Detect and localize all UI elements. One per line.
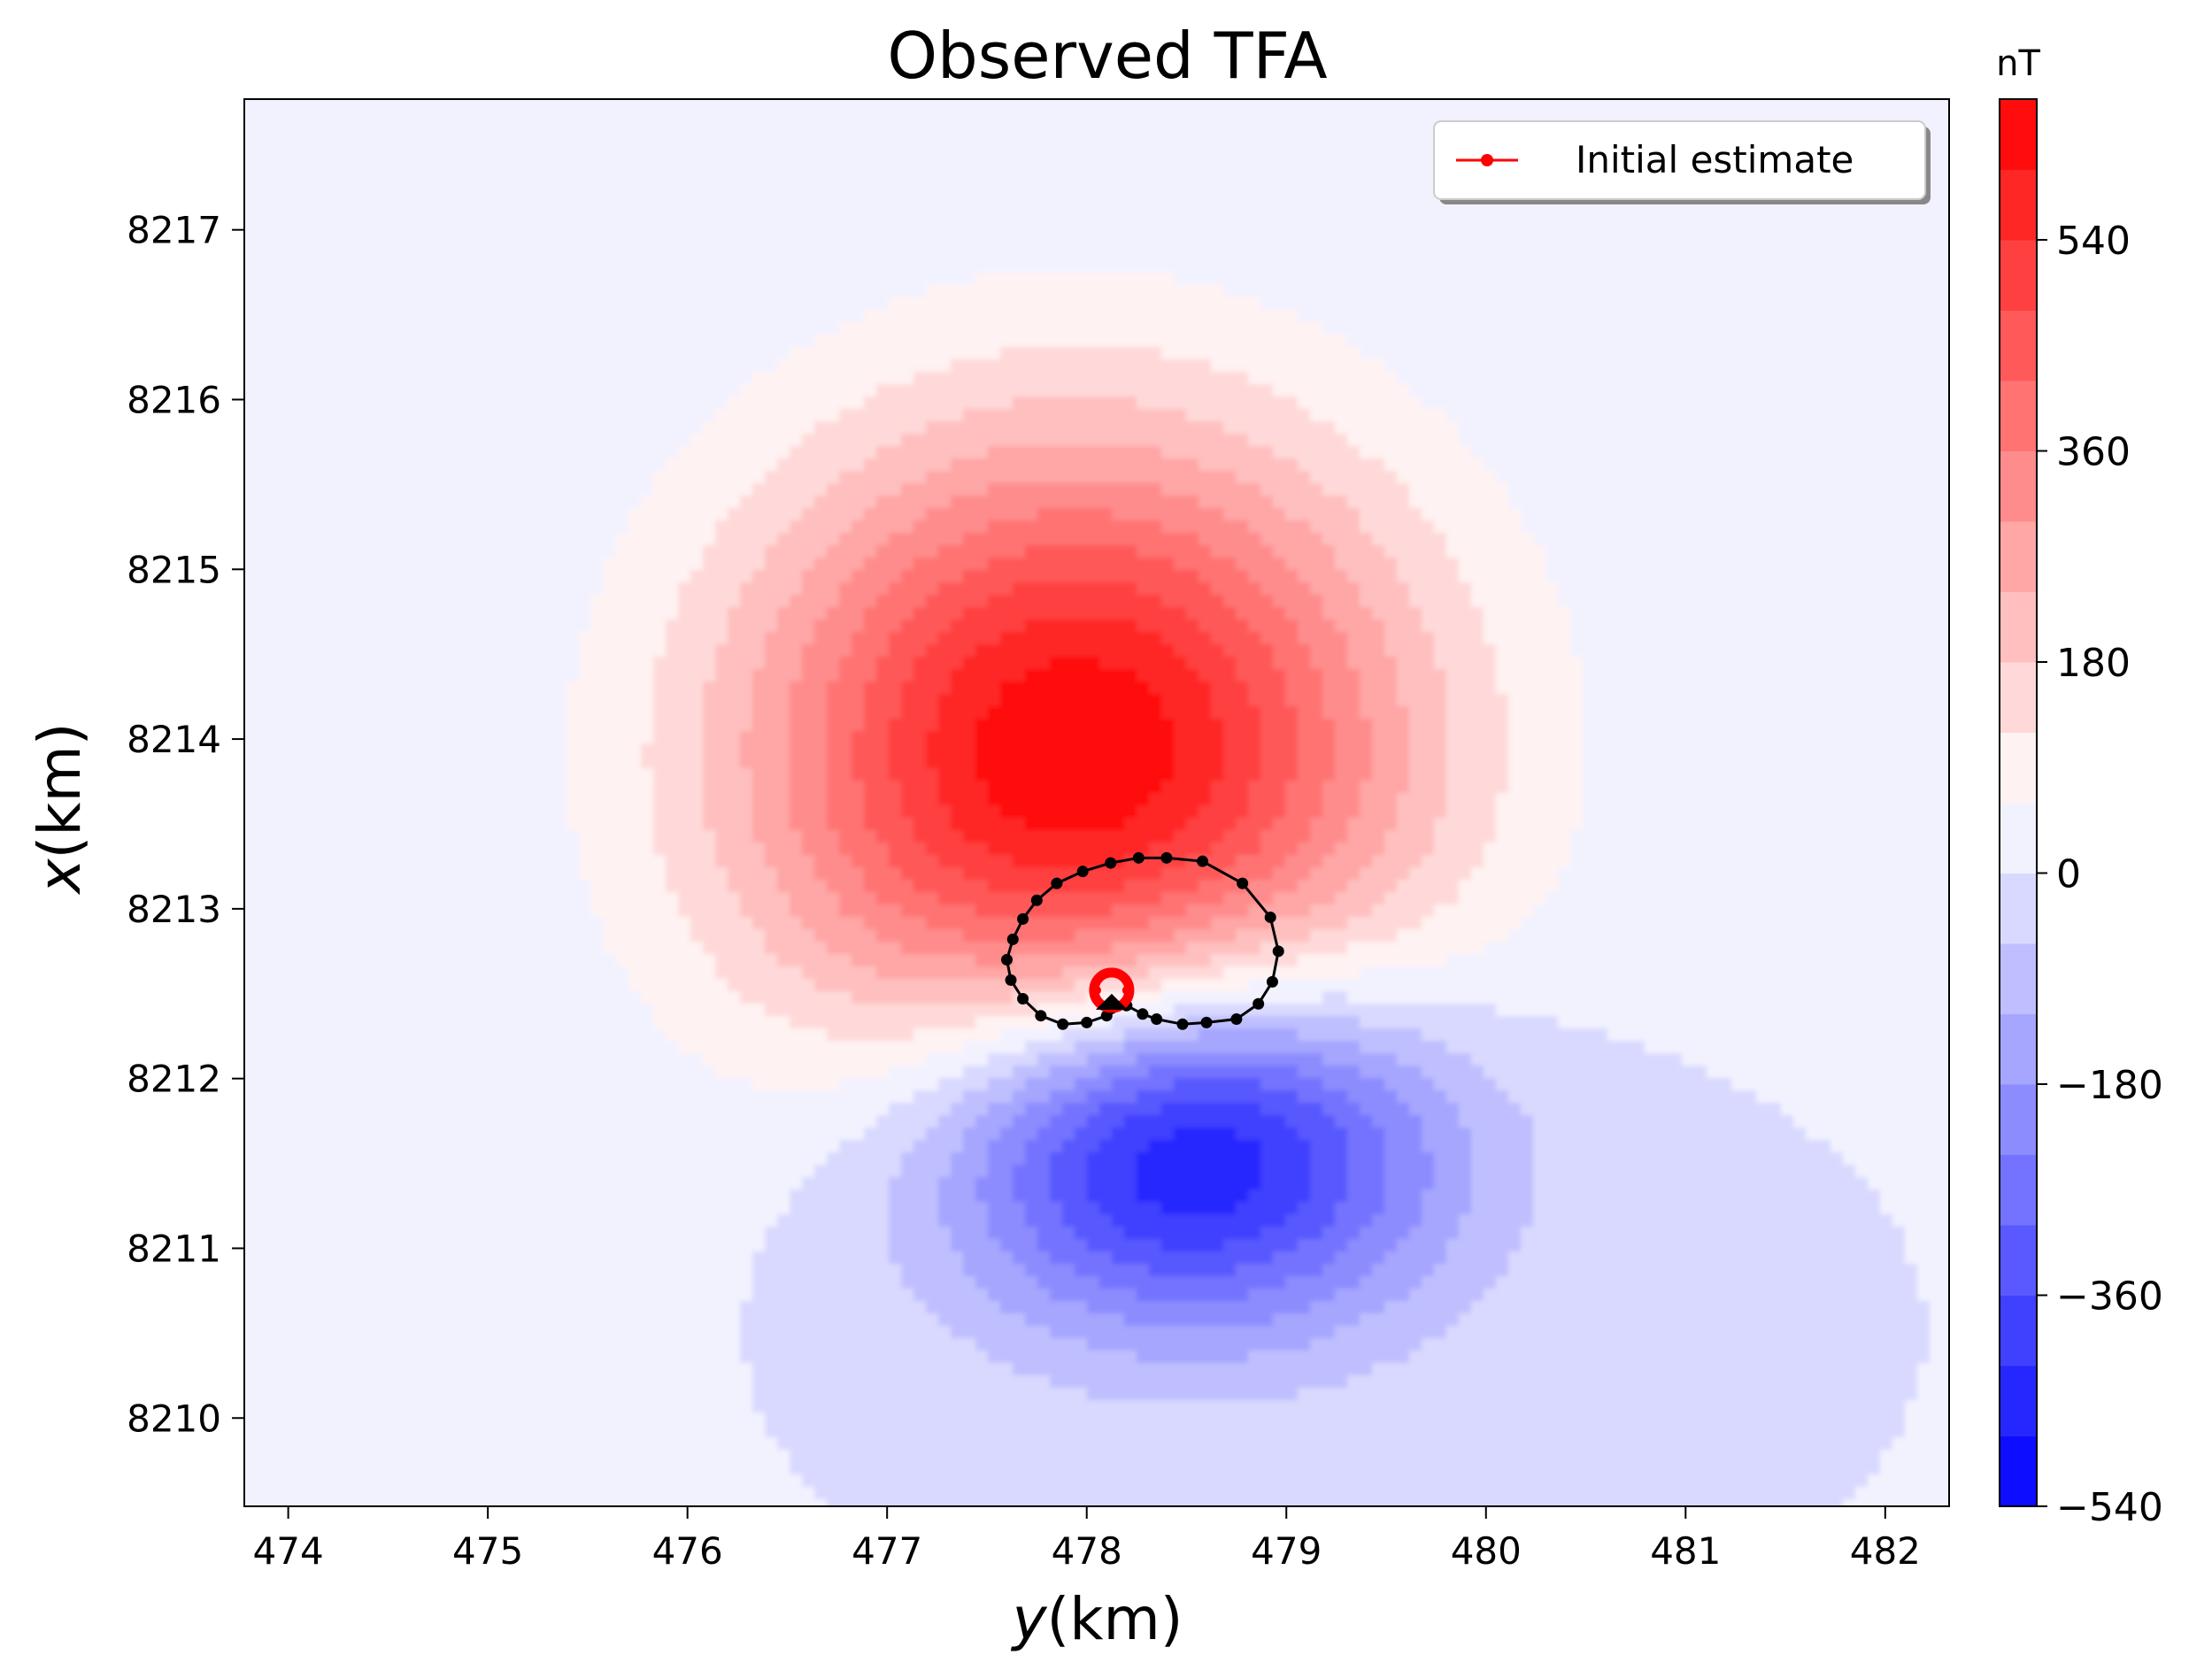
colorbar-tick-label: 360 [2056,430,2131,475]
legend-label: Initial estimate [1576,138,1854,181]
colorbar-segment [2000,240,2037,311]
colorbar-tick-label: 180 [2056,641,2131,686]
x-axis: 474 475 476 477 478 479 480 481 482 [253,1506,1921,1573]
colorbar-segment [2000,943,2037,1014]
colorbar-segment [2000,1225,2037,1296]
polygon-vertex [1160,851,1173,864]
colorbar-segment [2000,803,2037,874]
colorbar-segment [2000,1084,2037,1155]
polygon-vertex [1001,953,1014,966]
y-tick-label: 8213 [127,888,221,931]
x-tick-label: 476 [652,1529,723,1573]
polygon-vertex [1137,1008,1149,1020]
colorbar-segment [2000,1295,2037,1366]
plot-markers [1001,851,1284,1030]
polygon-vertex [1005,974,1017,986]
polygon-vertex [1151,1013,1163,1026]
x-tick-label: 477 [852,1529,922,1573]
colorbar-segment [2000,521,2037,592]
colorbar-tick-label: 540 [2056,219,2131,264]
x-tick-label: 479 [1251,1529,1322,1573]
polygon-vertex [1081,1016,1093,1028]
initial-estimate-vertex [1121,985,1131,995]
chart-title: Observed TFA [887,19,1327,93]
colorbar-label: nT [1996,43,2040,84]
polygon-vertex [1252,997,1265,1010]
x-axis-label-var: y [1010,1585,1047,1653]
plot-frame [243,98,1950,1507]
colorbar-frame [1999,98,2038,1507]
colorbar-segment [2000,310,2037,381]
y-axis-label-unit: (km) [26,722,94,858]
y-tick-label: 8214 [127,718,221,761]
y-axis-label: x(km) [26,722,94,895]
polygon-apex [1095,993,1128,1010]
x-tick-label: 481 [1650,1529,1721,1573]
colorbar: 540 360 180 0 −180 −360 −540 [1999,98,2163,1530]
x-tick-label: 474 [253,1529,324,1573]
polygon-vertex [1237,877,1249,889]
legend-box [1433,120,1926,200]
polygon-vertex [1264,911,1276,923]
y-tick-label: 8211 [127,1227,221,1270]
polygon-outline [1005,856,1280,1026]
polygon-vertex [1051,877,1063,889]
polygon-vertex [1057,1018,1069,1030]
polygon-vertex [1076,866,1089,878]
polygon-vertex [1200,1016,1213,1028]
y-tick-label: 8217 [127,209,221,252]
colorbar-tick-label: −540 [2056,1485,2163,1530]
x-tick-label: 482 [1850,1529,1921,1573]
colorbar-segment [2000,450,2037,522]
polygon-vertex [1197,855,1209,867]
polygon-vertex [1132,851,1145,864]
colorbar-segment [2000,1436,2037,1507]
y-tick-label: 8216 [127,378,221,421]
initial-estimate-vertex [1092,985,1101,995]
polygon-vertex [1030,894,1043,906]
x-tick-label: 478 [1052,1529,1122,1573]
x-tick-label: 475 [452,1529,523,1573]
polygon-vertex [1006,933,1019,945]
polygon-vertex [1035,1010,1047,1022]
colorbar-segment [2000,1013,2037,1085]
colorbar-tick-label: 0 [2056,852,2081,897]
legend: Initial estimate [1433,120,1926,200]
colorbar-segment [2000,591,2037,663]
colorbar-tick-label: −360 [2056,1274,2163,1320]
y-axis-label-var: x [26,858,94,896]
contour-field [244,99,1949,1506]
x-axis-label: y(km) [1010,1585,1183,1653]
colorbar-segment [2000,662,2037,733]
polygon-vertex [1230,1013,1243,1026]
colorbar-tick-label: −180 [2056,1063,2163,1108]
polygon-vertex [1272,945,1284,958]
colorbar-segment [2000,873,2037,944]
polygon-vertex [1017,912,1029,925]
x-tick-label: 480 [1451,1529,1522,1573]
y-axis: 8210 8211 8212 8213 8214 8215 8216 8217 [127,209,244,1440]
x-axis-label-unit: (km) [1047,1585,1183,1653]
y-tick-label: 8215 [127,548,221,591]
polygon-vertex [1017,993,1029,1005]
polygon-vertex [1105,857,1117,869]
y-tick-label: 8210 [127,1397,221,1440]
colorbar-segment [2000,381,2037,451]
colorbar-segment [2000,732,2037,804]
colorbar-segment [2000,1154,2037,1226]
legend-marker [1481,154,1493,166]
y-tick-label: 8212 [127,1058,221,1101]
polygon-vertex [1176,1018,1189,1030]
colorbar-segment [2000,99,2037,170]
colorbar-segment [2000,1366,2037,1436]
polygon-vertex [1100,1010,1113,1022]
colorbar-segment [2000,169,2037,241]
polygon-vertex [1266,975,1278,988]
